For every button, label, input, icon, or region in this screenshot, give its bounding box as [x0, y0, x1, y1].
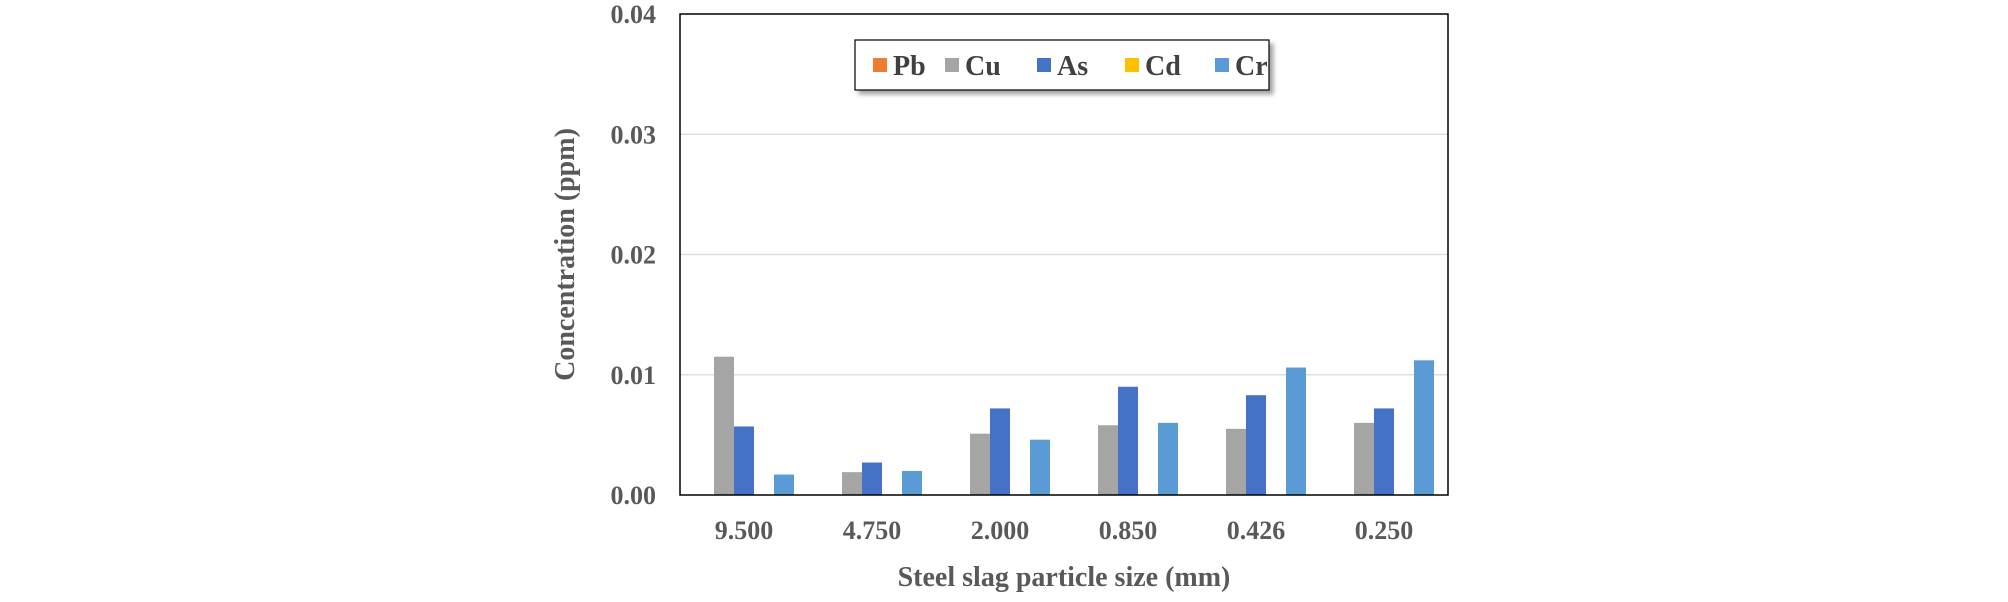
y-axis-tick-labels: 0.00 0.01 0.02 0.03 0.04: [611, 0, 657, 510]
legend-item-pb: Pb: [873, 51, 926, 82]
legend-swatch: [873, 58, 887, 72]
gridlines: [680, 133, 1448, 376]
legend-label: Cd: [1145, 51, 1181, 82]
bar-cu-0: [714, 356, 734, 495]
y-tick-label: 0.03: [611, 120, 657, 149]
bar-as-5: [1374, 408, 1394, 495]
legend-item-cu: Cu: [945, 51, 1001, 82]
x-axis-tick-labels: 9.500 4.750 2.000 0.850 0.426 0.250: [715, 516, 1414, 545]
legend-swatch: [945, 58, 959, 72]
legend-label: Cu: [965, 51, 1001, 82]
bar-cu-4: [1226, 428, 1246, 495]
legend-label: Pb: [893, 51, 926, 82]
x-tick-label: 0.250: [1355, 516, 1414, 545]
bar-cr-0: [774, 474, 794, 495]
bar-as-4: [1246, 395, 1266, 495]
legend-swatch: [1125, 58, 1139, 72]
x-tick-label: 0.850: [1099, 516, 1158, 545]
y-tick-label: 0.04: [611, 0, 657, 29]
bar-cu-3: [1098, 425, 1118, 495]
plot-area-frame: [679, 13, 1449, 496]
bar-cr-3: [1158, 422, 1178, 495]
legend-label: As: [1057, 51, 1088, 82]
legend-item-as: As: [1037, 51, 1088, 82]
bar-as-0: [734, 426, 754, 495]
bar-cr-2: [1030, 439, 1050, 495]
legend-box: [854, 39, 1270, 91]
legend-swatch: [1215, 58, 1229, 72]
bar-as-3: [1118, 386, 1138, 495]
y-axis-title: Concentration (ppm): [550, 128, 581, 381]
bar-cu-5: [1354, 422, 1374, 495]
y-tick-label: 0.01: [611, 361, 657, 390]
x-tick-label: 9.500: [715, 516, 774, 545]
x-tick-label: 0.426: [1227, 516, 1286, 545]
legend: Pb Cu As Cd Cr: [854, 39, 1270, 91]
bar-cr-1: [902, 470, 922, 495]
legend-label: Cr: [1235, 51, 1268, 82]
bars: [714, 356, 1434, 495]
legend-swatch: [1037, 58, 1051, 72]
bar-as-1: [862, 462, 882, 495]
bar-as-2: [990, 408, 1010, 495]
x-axis-title: Steel slag particle size (mm): [898, 562, 1231, 593]
bar-cr-4: [1286, 367, 1306, 495]
x-tick-label: 2.000: [971, 516, 1030, 545]
legend-item-cd: Cd: [1125, 51, 1181, 82]
x-tick-label: 4.750: [843, 516, 902, 545]
bar-cr-5: [1414, 360, 1434, 495]
bar-cu-2: [970, 433, 990, 495]
legend-item-cr: Cr: [1215, 51, 1268, 82]
y-tick-label: 0.02: [611, 241, 657, 270]
y-tick-label: 0.00: [611, 481, 657, 510]
bar-cu-1: [842, 472, 862, 495]
